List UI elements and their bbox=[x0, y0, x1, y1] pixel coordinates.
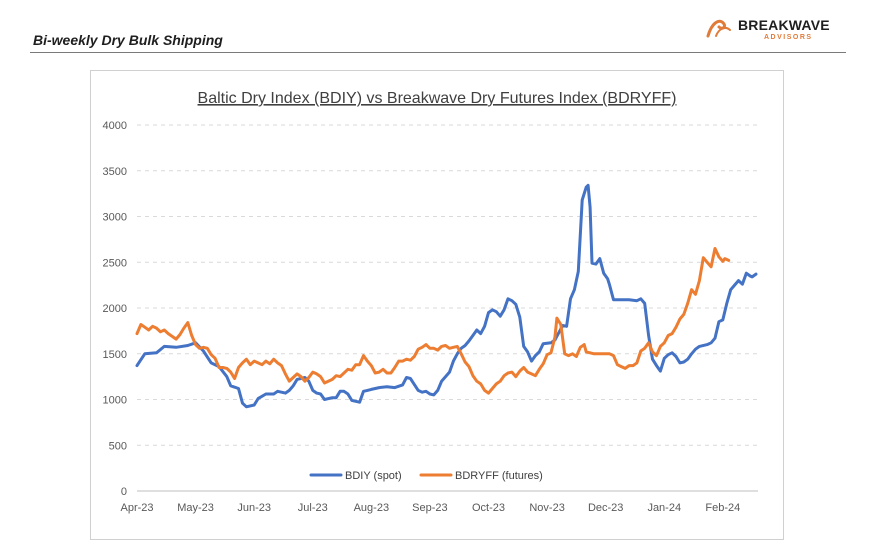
logo-wordmark: BREAKWAVE bbox=[738, 17, 830, 33]
x-tick-label: Jan-24 bbox=[647, 502, 681, 514]
series-line-bdiy bbox=[135, 183, 758, 409]
y-tick-label: 2000 bbox=[103, 303, 127, 315]
legend-label: BDIY (spot) bbox=[345, 470, 402, 482]
x-tick-label: Dec-23 bbox=[588, 502, 623, 514]
y-tick-label: 0 bbox=[121, 486, 127, 498]
series-line-bdryff bbox=[135, 247, 731, 395]
chart-title: Baltic Dry Index (BDIY) vs Breakwave Dry… bbox=[198, 90, 677, 107]
x-tick-label: May-23 bbox=[177, 502, 214, 514]
y-tick-label: 1000 bbox=[103, 395, 127, 407]
chart-legend: BDIY (spot) BDRYFF (futures) bbox=[309, 470, 543, 482]
legend-label: BDRYFF (futures) bbox=[455, 470, 543, 482]
x-tick-label: Nov-23 bbox=[529, 502, 564, 514]
page-header-title: Bi-weekly Dry Bulk Shipping bbox=[33, 32, 223, 48]
x-tick-label: Sep-23 bbox=[412, 502, 447, 514]
y-tick-label: 4000 bbox=[103, 120, 127, 132]
x-tick-label: Feb-24 bbox=[705, 502, 740, 514]
x-tick-label: Aug-23 bbox=[354, 502, 389, 514]
chart-panel: Baltic Dry Index (BDIY) vs Breakwave Dry… bbox=[90, 70, 784, 540]
header-divider bbox=[30, 52, 846, 53]
x-tick-label: Oct-23 bbox=[472, 502, 505, 514]
wave-mark-icon bbox=[706, 19, 731, 38]
logo-subtitle: ADVISORS bbox=[764, 34, 813, 41]
y-tick-label: 1500 bbox=[103, 349, 127, 361]
x-axis-ticks: Apr-23 May-23 Jun-23 Jul-23 Aug-23 Sep-23 Oct-… bbox=[120, 502, 740, 514]
y-tick-label: 2500 bbox=[103, 257, 127, 269]
gridlines bbox=[137, 124, 758, 492]
x-tick-label: Apr-23 bbox=[120, 502, 153, 514]
y-tick-label: 500 bbox=[109, 440, 127, 452]
y-tick-label: 3000 bbox=[103, 212, 127, 224]
series-lines bbox=[135, 183, 758, 409]
y-tick-label: 3500 bbox=[103, 166, 127, 178]
y-axis-ticks: 0 500 1000 1500 2000 2500 3000 3500 4000 bbox=[103, 120, 127, 498]
line-chart: Baltic Dry Index (BDIY) vs Breakwave Dry… bbox=[103, 90, 758, 514]
breakwave-logo: BREAKWAVE ADVISORS bbox=[706, 16, 846, 46]
x-tick-label: Jul-23 bbox=[298, 502, 328, 514]
x-tick-label: Jun-23 bbox=[237, 502, 271, 514]
